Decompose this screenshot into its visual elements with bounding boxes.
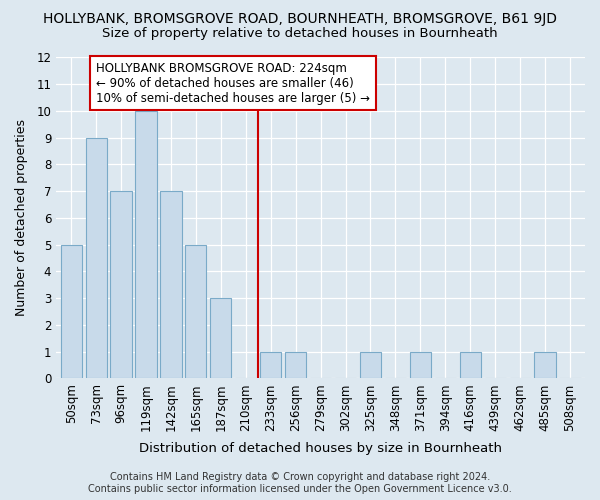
Text: HOLLYBANK, BROMSGROVE ROAD, BOURNHEATH, BROMSGROVE, B61 9JD: HOLLYBANK, BROMSGROVE ROAD, BOURNHEATH, …	[43, 12, 557, 26]
Bar	[460, 352, 481, 378]
Bar	[285, 352, 306, 378]
Bar	[160, 191, 182, 378]
Bar	[61, 244, 82, 378]
Text: Contains HM Land Registry data © Crown copyright and database right 2024.
Contai: Contains HM Land Registry data © Crown c…	[88, 472, 512, 494]
Y-axis label: Number of detached properties: Number of detached properties	[15, 120, 28, 316]
Text: HOLLYBANK BROMSGROVE ROAD: 224sqm
← 90% of detached houses are smaller (46)
10% : HOLLYBANK BROMSGROVE ROAD: 224sqm ← 90% …	[96, 62, 370, 104]
Bar	[210, 298, 232, 378]
Bar	[110, 191, 131, 378]
Text: Size of property relative to detached houses in Bournheath: Size of property relative to detached ho…	[102, 28, 498, 40]
Bar	[86, 138, 107, 378]
Bar	[360, 352, 381, 378]
X-axis label: Distribution of detached houses by size in Bournheath: Distribution of detached houses by size …	[139, 442, 502, 455]
Bar	[260, 352, 281, 378]
Bar	[410, 352, 431, 378]
Bar	[136, 111, 157, 378]
Bar	[185, 244, 206, 378]
Bar	[535, 352, 556, 378]
